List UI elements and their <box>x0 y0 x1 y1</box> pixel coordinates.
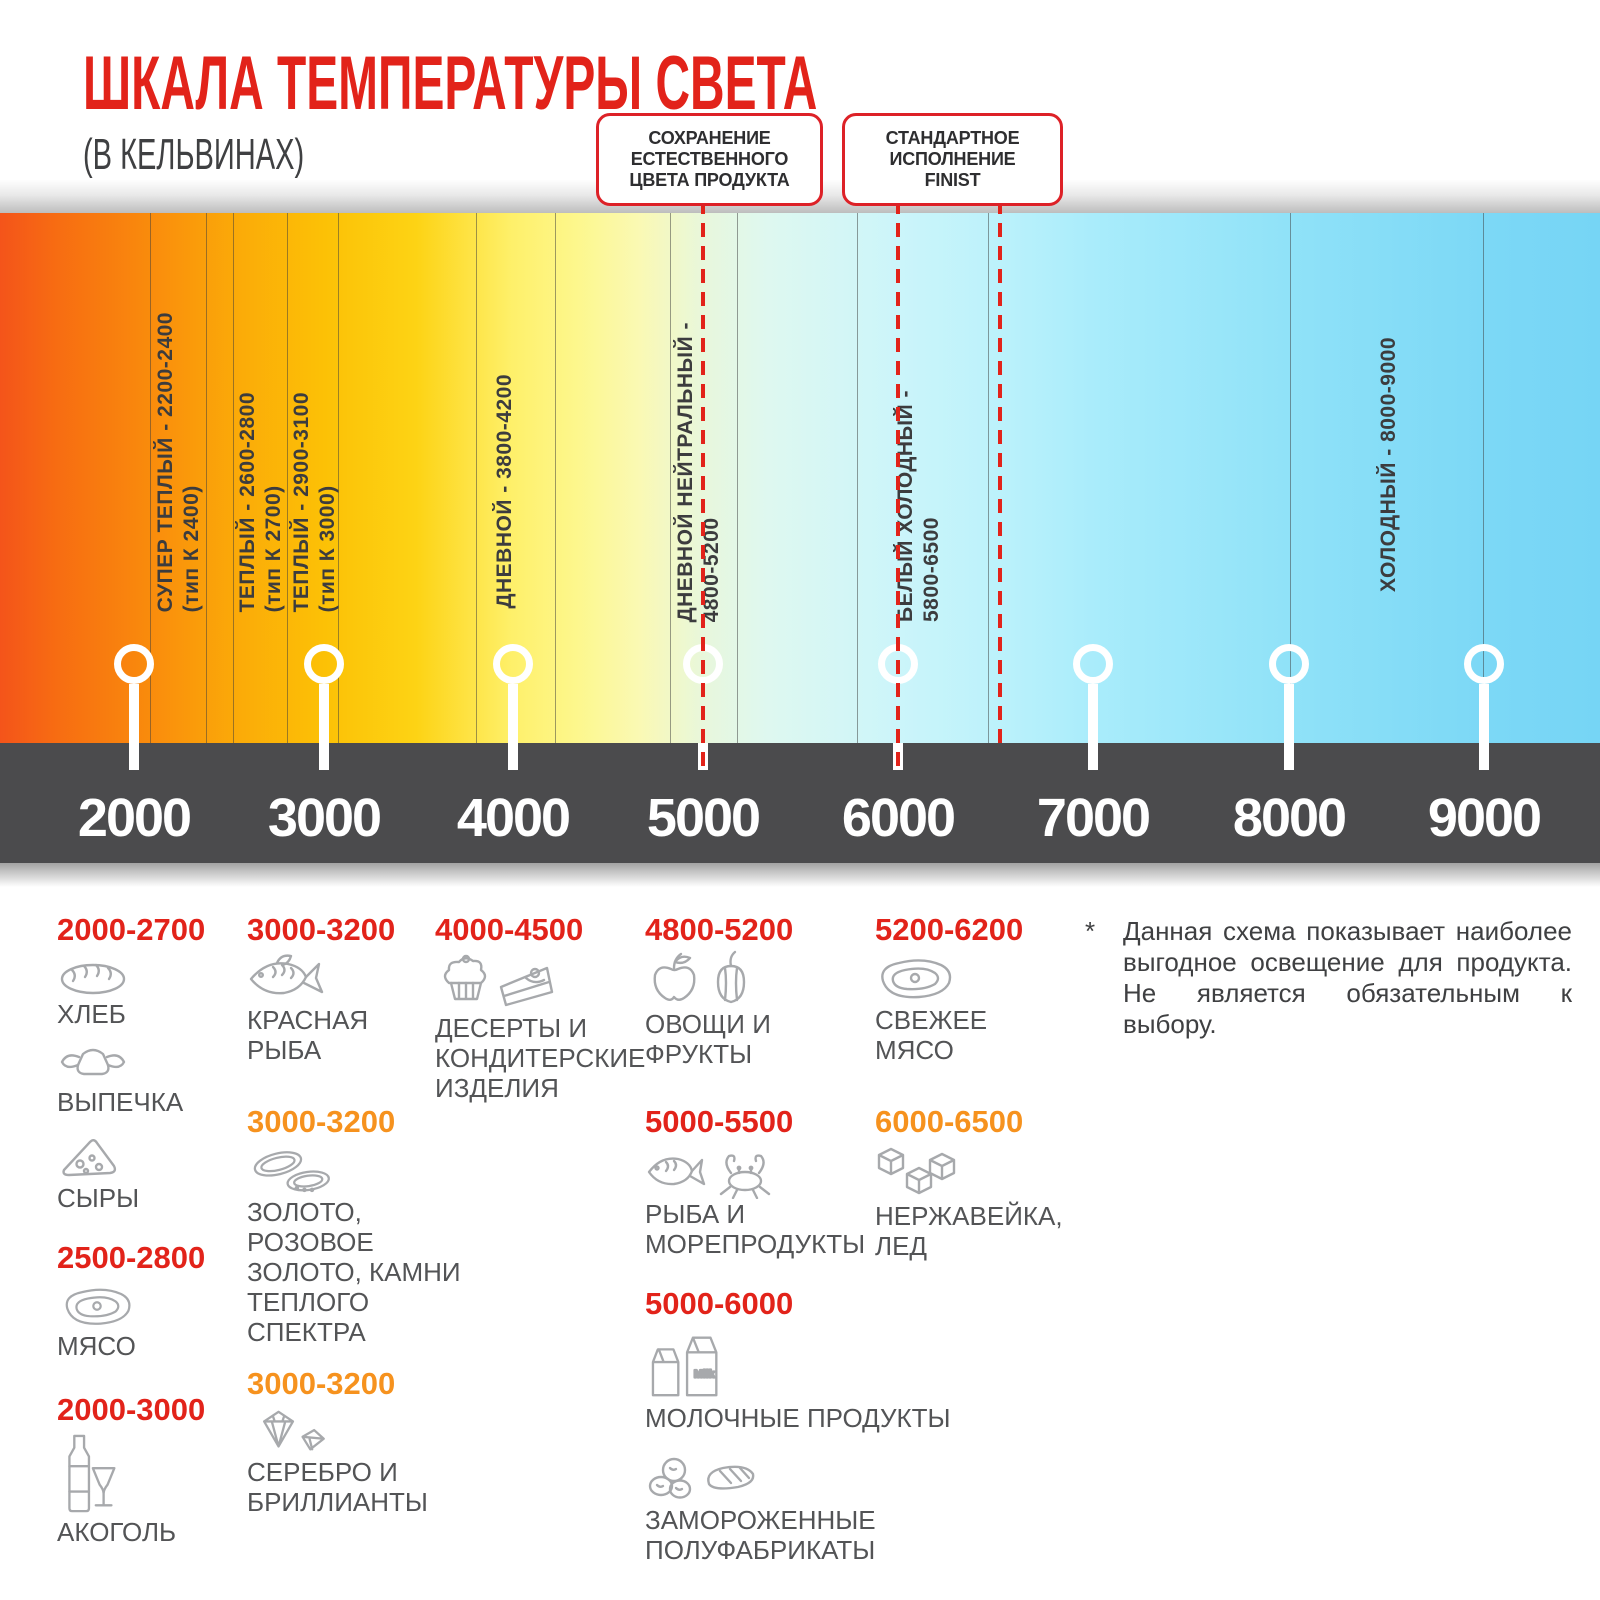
callout-line: ИСПОЛНЕНИЕ <box>889 149 1016 169</box>
item-label: МОЛОЧНЫЕ ПРОДУКТЫ <box>645 1403 951 1433</box>
range-header: 2000-3000 <box>57 1392 206 1427</box>
item-label: ВЫПЕЧКА <box>57 1087 184 1117</box>
callout-line: FINIST <box>924 170 981 190</box>
item-label: СЕРЕБРО И БРИЛЛИАНТЫ <box>247 1457 428 1517</box>
milk-icon <box>645 1325 735 1403</box>
zone-label-white-cold: БЕЛЫЙ ХОЛОДНЫЙ -5800-6500 <box>894 390 943 622</box>
category-column-2: 3000-3200 КРАСНАЯ РЫБА 3000-3200 ЗОЛОТО,… <box>247 905 497 1518</box>
item-label: АКОГОЛЬ <box>57 1517 177 1547</box>
category-column-4: 4800-5200 ОВОЩИ И ФРУКТЫ 5000-5500 РЫБА … <box>645 905 955 1566</box>
callout-line: СТАНДАРТНОЕ <box>885 128 1020 148</box>
axis-tick-5000: 5000 <box>646 788 761 848</box>
zone-label-cold: ХОЛОДНЫЙ - 8000-9000 <box>1377 337 1400 592</box>
scale-pin-4000 <box>493 644 533 684</box>
alcohol-icon <box>57 1433 117 1517</box>
bottom-shadow-band <box>0 863 1600 887</box>
range-header: 5000-5500 <box>645 1104 794 1139</box>
zone-label-super-warm: СУПЕР ТЕПЛЫЙ - 2200-2400 (тип К 2400) <box>154 311 203 612</box>
zone-label-warm-2700: ТЕПЛЫЙ - 2600-2800 (тип К 2700) <box>236 391 285 612</box>
axis-tick-2000: 2000 <box>77 788 192 848</box>
callout-finist-standard: СТАНДАРТНОЕ ИСПОЛНЕНИЕ FINIST <box>842 113 1063 206</box>
gold-rings-icon <box>247 1145 342 1197</box>
range-header: 2500-2800 <box>57 1240 206 1275</box>
highlight-line-finist-right <box>998 200 1002 745</box>
axis-tick-8000: 8000 <box>1232 788 1347 848</box>
scale-pin-2000 <box>129 684 139 770</box>
ice-cubes-icon <box>875 1145 960 1201</box>
axis-tick-4000: 4000 <box>456 788 571 848</box>
frozen-food-icon <box>645 1449 770 1505</box>
scale-pin-7000 <box>1088 684 1098 770</box>
desserts-icon <box>435 951 585 1013</box>
item-label: ЗОЛОТО, РОЗОВОЕ ЗОЛОТО, КАМНИ ТЕПЛОГО СП… <box>247 1197 461 1347</box>
footnote: * Данная схема показывает наиболее выгод… <box>1085 916 1572 1040</box>
callout-line: СОХРАНЕНИЕ <box>648 128 771 148</box>
axis-tick-3000: 3000 <box>267 788 382 848</box>
category-column-3: 4000-4500 ДЕСЕРТЫ И КОНДИТЕРСКИЕ ИЗДЕЛИЯ <box>435 905 665 1104</box>
seafood-icon <box>645 1141 780 1199</box>
diamond-icon <box>247 1407 337 1457</box>
page-subtitle: (В КЕЛЬВИНАХ) <box>83 130 305 179</box>
scale-pin-7000 <box>1073 644 1113 684</box>
footnote-text: Данная схема показывает наиболее выгодно… <box>1123 916 1572 1039</box>
footnote-marker: * <box>1085 916 1096 946</box>
item-label: ОВОЩИ И ФРУКТЫ <box>645 1009 771 1069</box>
item-label: МЯСО <box>57 1331 136 1361</box>
kelvin-axis-bar: 2000 3000 4000 5000 6000 7000 8000 9000 <box>0 743 1600 863</box>
kelvin-color-gradient <box>0 213 1600 743</box>
item-label: ЗАМОРОЖЕННЫЕ ПОЛУФАБРИКАТЫ <box>645 1505 876 1565</box>
scale-pin-4000 <box>508 684 518 770</box>
axis-tick-6000: 6000 <box>841 788 956 848</box>
scale-pin-3000 <box>319 684 329 770</box>
range-header: 6000-6500 <box>875 1104 1024 1139</box>
item-label: РЫБА И МОРЕПРОДУКТЫ <box>645 1199 866 1259</box>
axis-tick-9000: 9000 <box>1427 788 1542 848</box>
range-header: 3000-3200 <box>247 1104 396 1139</box>
zone-label-warm-3000: ТЕПЛЫЙ - 2900-3100 (тип К 3000) <box>290 391 339 612</box>
range-header: 4800-5200 <box>645 912 794 947</box>
category-column-5: 5200-6200 СВЕЖЕЕ МЯСО 6000-6500 НЕРЖАВЕЙ… <box>875 905 1075 1262</box>
range-header: 5200-6200 <box>875 912 1024 947</box>
scale-pin-9000 <box>1464 644 1504 684</box>
callout-natural-color: СОХРАНЕНИЕ ЕСТЕСТВЕННОГО ЦВЕТА ПРОДУКТА <box>596 113 823 206</box>
scale-pin-8000 <box>1284 684 1294 770</box>
croissant-icon <box>57 1037 129 1087</box>
item-label: ДЕСЕРТЫ И КОНДИТЕРСКИЕ ИЗДЕЛИЯ <box>435 1013 646 1103</box>
range-header: 3000-3200 <box>247 912 396 947</box>
bread-icon <box>57 955 129 999</box>
scale-pin-9000 <box>1479 684 1489 770</box>
range-header: 4000-4500 <box>435 912 584 947</box>
item-label: СВЕЖЕЕ МЯСО <box>875 1005 988 1065</box>
scale-pin-3000 <box>304 644 344 684</box>
highlight-line-natural-color <box>701 200 705 770</box>
meat-icon <box>57 1281 137 1331</box>
axis-tick-7000: 7000 <box>1036 788 1151 848</box>
cheese-icon <box>57 1131 121 1183</box>
zone-label-daylight-neutral: ДНЕВНОЙ НЕЙТРАЛЬНЫЙ -4800-5200 <box>674 321 723 622</box>
callout-line: ЕСТЕСТВЕННОГО <box>630 149 789 169</box>
callout-line: ЦВЕТА ПРОДУКТА <box>629 170 790 190</box>
range-header: 3000-3200 <box>247 1366 396 1401</box>
range-header: 5000-6000 <box>645 1286 794 1321</box>
range-header: 2000-2700 <box>57 912 206 947</box>
item-label: НЕРЖАВЕЙКА, ЛЕД <box>875 1201 1063 1261</box>
scale-pin-8000 <box>1269 644 1309 684</box>
vegetables-fruits-icon <box>645 947 760 1009</box>
category-column-1: 2000-2700 ХЛЕБ ВЫПЕЧКА СЫРЫ 2500-2800 МЯ… <box>57 905 242 1548</box>
item-label: СЫРЫ <box>57 1183 140 1213</box>
page-title: ШКАЛА ТЕМПЕРАТУРЫ СВЕТА <box>83 41 818 126</box>
scale-pin-2000 <box>114 644 154 684</box>
item-label: КРАСНАЯ РЫБА <box>247 1005 369 1065</box>
fresh-meat-icon <box>875 951 955 1005</box>
highlight-line-finist-left <box>896 200 900 770</box>
zone-label-daylight: ДНЕВНОЙ - 3800-4200 <box>493 373 516 608</box>
fish-icon <box>247 951 327 1005</box>
item-label: ХЛЕБ <box>57 999 126 1029</box>
